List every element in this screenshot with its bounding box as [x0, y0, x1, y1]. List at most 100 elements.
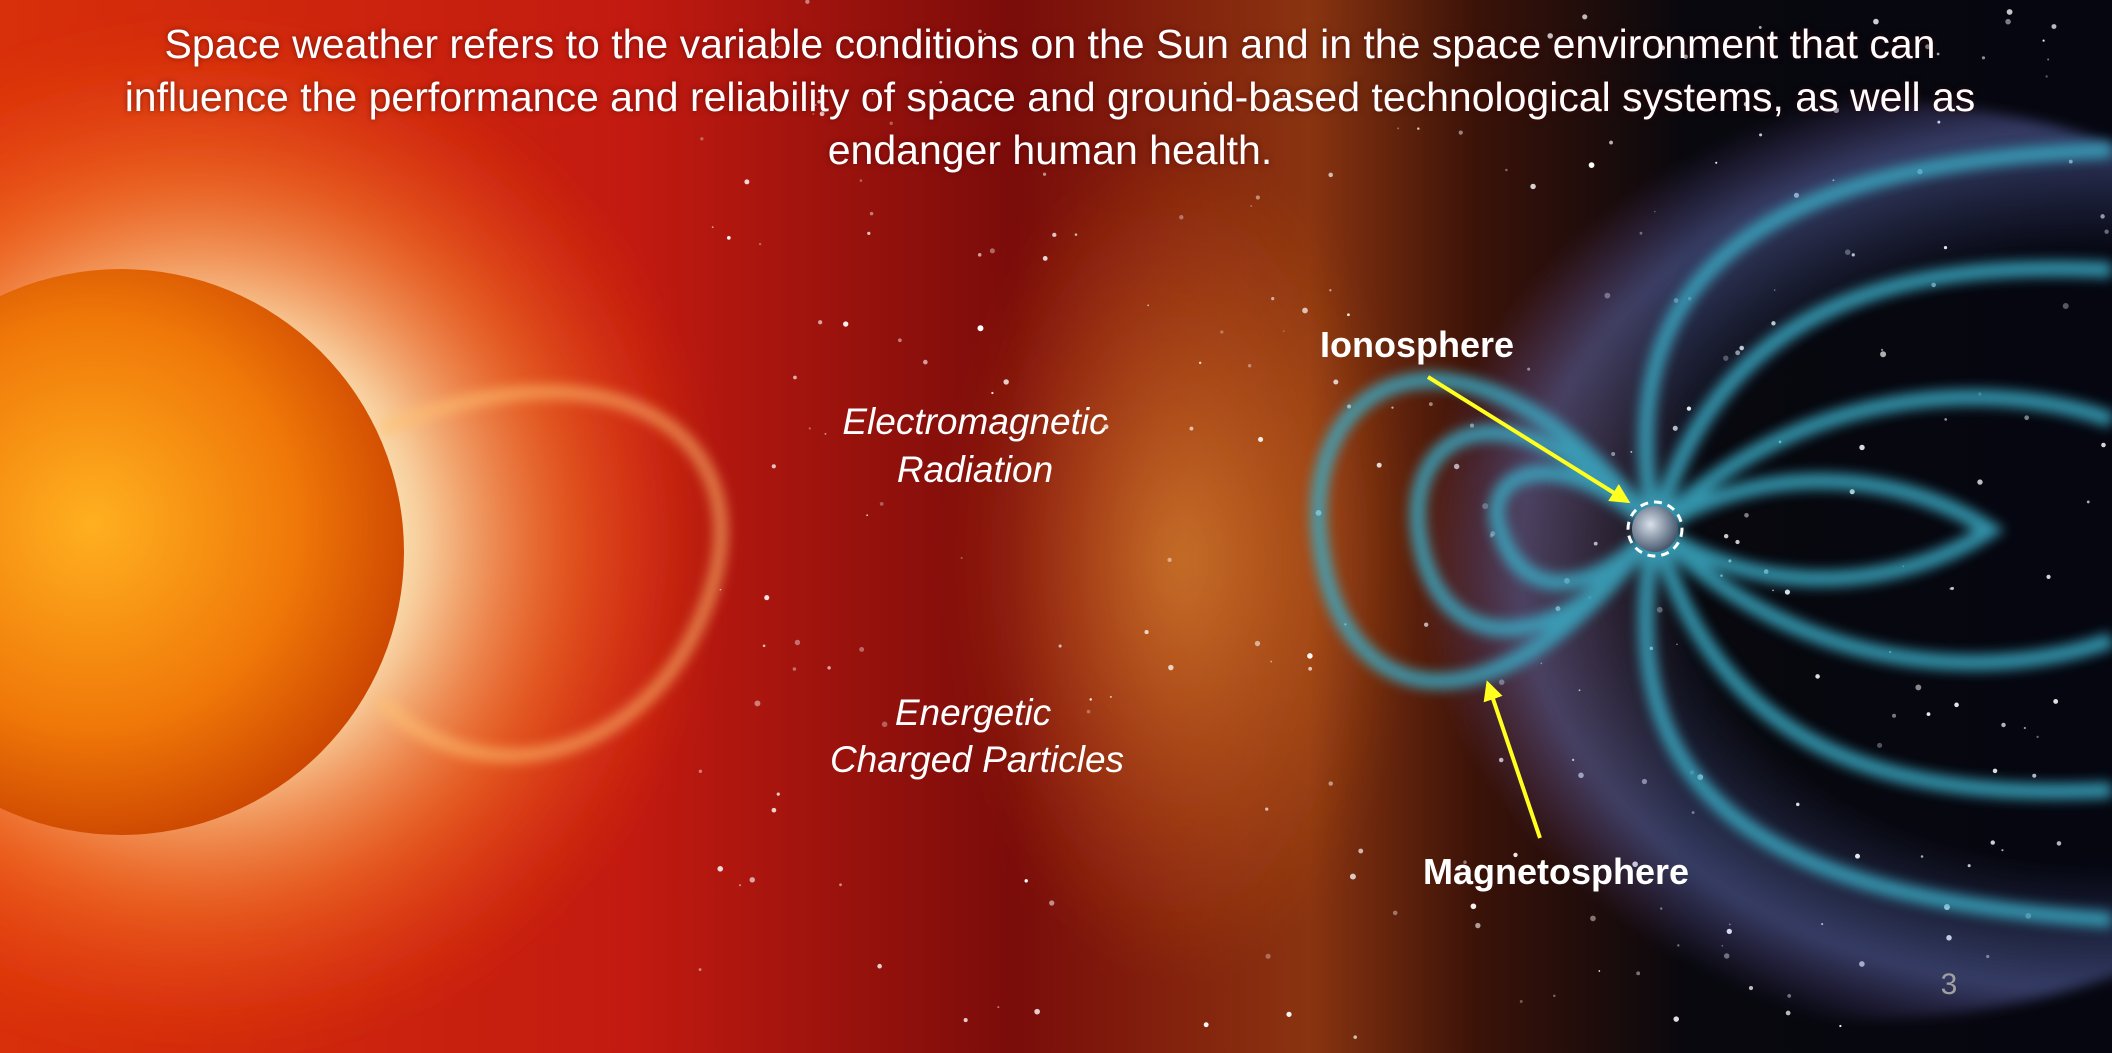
star: [1089, 698, 1092, 701]
star: [1936, 52, 1940, 56]
star: [1074, 233, 1078, 236]
radiation-label: Radiation: [897, 449, 1053, 490]
star: [771, 464, 776, 469]
star: [978, 29, 982, 34]
ionosphere-ring: [1626, 500, 1684, 558]
star: [898, 338, 902, 343]
solar-wind-glow: [950, 140, 1410, 980]
star: [1144, 630, 1149, 635]
star: [1042, 256, 1048, 261]
star: [877, 963, 882, 969]
star: [1981, 56, 1986, 60]
star: [2051, 24, 2057, 30]
star: [1189, 426, 1194, 431]
star: [812, 112, 815, 115]
star: [1683, 54, 1688, 60]
star: [1758, 25, 1762, 29]
star: [818, 320, 823, 325]
star: [1034, 1008, 1040, 1015]
star: [808, 427, 811, 430]
star: [1255, 195, 1260, 200]
star: [1203, 81, 1207, 85]
star: [719, 588, 722, 591]
star: [762, 644, 766, 648]
star: [1349, 873, 1356, 880]
star: [711, 226, 714, 229]
star: [1358, 848, 1364, 854]
star: [989, 248, 995, 254]
star: [1505, 168, 1508, 172]
star: [1179, 215, 1184, 220]
ionosphere-arrow: [1426, 375, 1631, 504]
star: [843, 321, 849, 327]
page-number: 3: [1941, 968, 1958, 1001]
paragraph: Space weather refers to the variable con…: [124, 21, 1976, 173]
star: [984, 709, 987, 713]
star: [1058, 644, 1062, 648]
star: [977, 253, 982, 257]
star: [869, 211, 874, 216]
star: [991, 391, 994, 395]
particles-label: Energetic: [895, 692, 1052, 733]
star: [1271, 297, 1275, 301]
star: [1024, 879, 1028, 883]
star: [871, 92, 874, 95]
star: [2006, 9, 2013, 15]
star: [827, 666, 831, 670]
star: [1743, 101, 1749, 107]
star: [1392, 910, 1398, 916]
sun: [0, 269, 404, 835]
star: [698, 769, 703, 773]
star: [749, 877, 755, 883]
star: [1086, 709, 1091, 714]
star: [1265, 953, 1271, 959]
star: [771, 807, 777, 813]
star: [960, 556, 963, 560]
star: [1282, 94, 1286, 98]
star: [939, 80, 943, 84]
star: [1328, 172, 1333, 178]
star: [1417, 127, 1420, 130]
star: [984, 759, 988, 763]
field-lines: [1310, 142, 2112, 928]
star: [867, 231, 871, 235]
star: [983, 33, 987, 36]
radiation-label: Electromagnetic: [842, 401, 1108, 442]
cme-loop: [375, 385, 728, 763]
star: [1402, 33, 1405, 36]
star: [879, 501, 884, 506]
star: [2045, 75, 2048, 78]
star: [1147, 304, 1150, 307]
star: [744, 179, 750, 185]
star: [817, 99, 821, 104]
star: [2005, 18, 2011, 25]
star: [923, 359, 928, 365]
star: [1873, 18, 1879, 25]
star: [1168, 664, 1174, 671]
star: [1049, 900, 1055, 906]
star: [859, 179, 863, 182]
star: [1103, 424, 1109, 430]
star: [1042, 172, 1047, 176]
star: [1553, 994, 1556, 998]
star: [1673, 1016, 1679, 1022]
star: [1198, 361, 1202, 365]
star: [1250, 205, 1252, 207]
star: [794, 639, 801, 646]
star: [1519, 999, 1523, 1003]
star: [698, 968, 702, 972]
star: [700, 137, 704, 141]
star: [866, 514, 868, 517]
star: [814, 104, 817, 106]
star: [758, 242, 762, 246]
particles-label: Charged Particles: [830, 739, 1124, 780]
star: [1582, 14, 1588, 20]
star: [963, 1018, 968, 1023]
star: [1282, 330, 1285, 332]
star: [881, 721, 888, 728]
star: [727, 236, 731, 240]
star: [776, 45, 779, 48]
star: [793, 375, 797, 380]
star: [1003, 379, 1009, 385]
